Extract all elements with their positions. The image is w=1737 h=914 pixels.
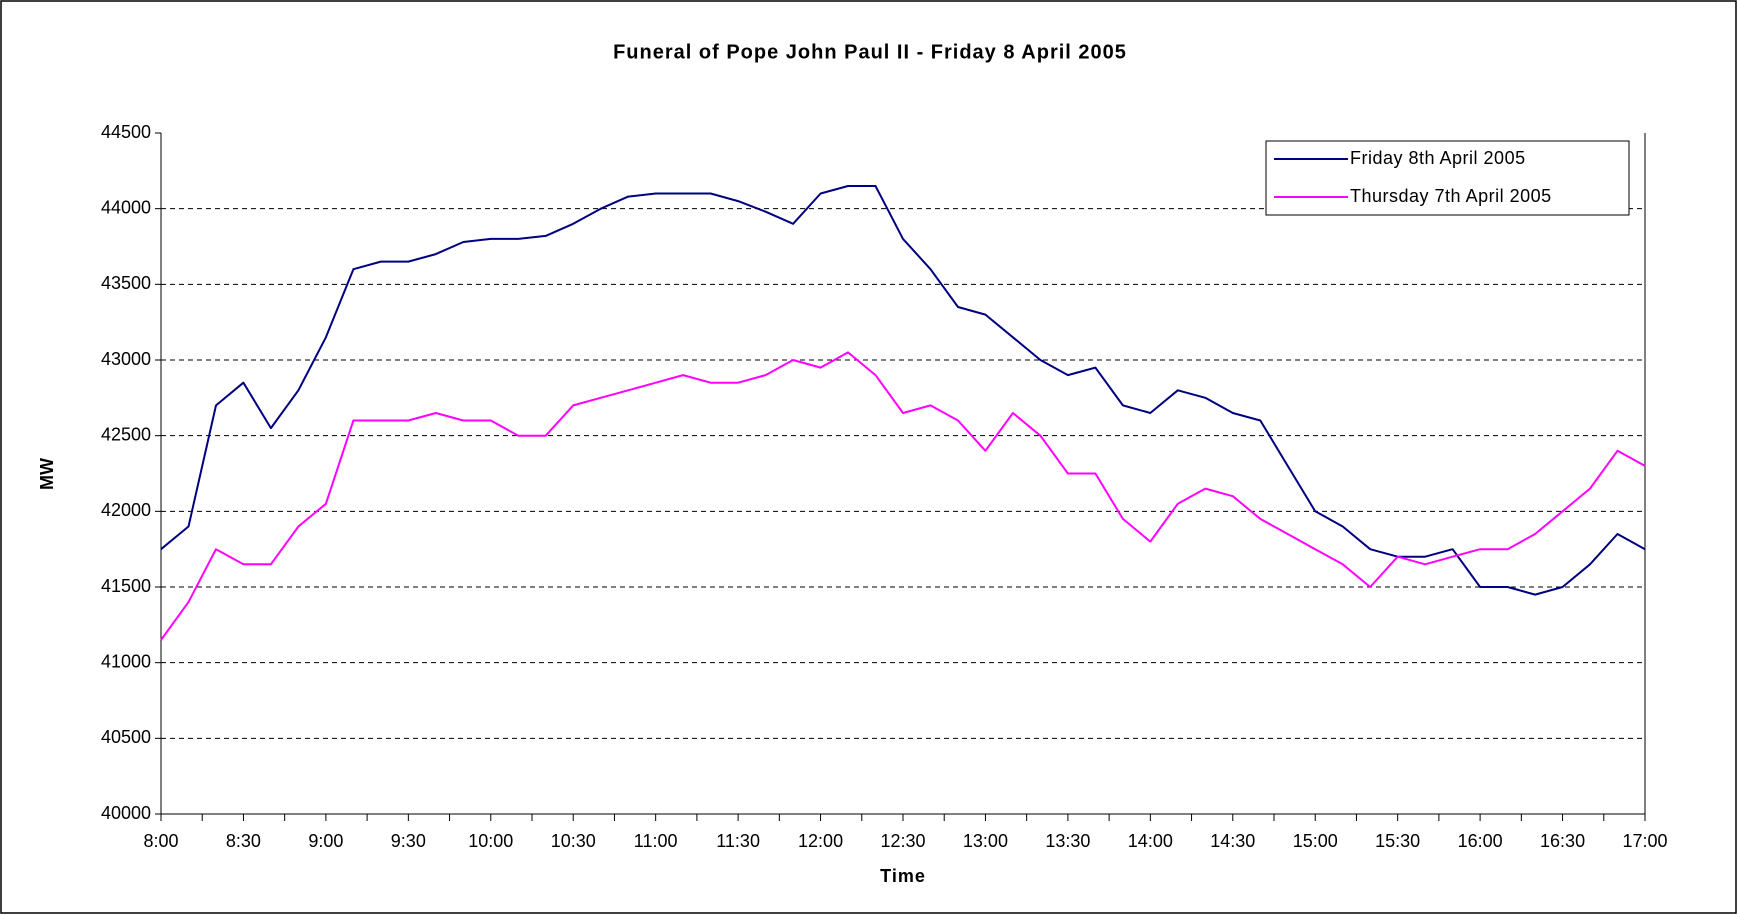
x-tick-label: 11:00: [634, 831, 678, 851]
y-tick-label: 41000: [101, 651, 151, 671]
y-tick-label: 40500: [101, 727, 151, 747]
x-tick-label: 10:30: [551, 831, 596, 851]
x-tick-label: 17:00: [1622, 831, 1667, 851]
y-tick-label: 43500: [101, 273, 151, 293]
x-tick-label: 15:00: [1293, 831, 1338, 851]
chart-title: Funeral of Pope John Paul II - Friday 8 …: [613, 41, 1127, 63]
x-tick-label: 15:30: [1375, 831, 1420, 851]
y-tick-label: 44000: [101, 197, 151, 217]
x-tick-label: 8:30: [226, 831, 261, 851]
x-tick-label: 14:30: [1210, 831, 1255, 851]
legend-box: [1265, 140, 1630, 216]
y-tick-label: 40000: [101, 803, 151, 823]
series-line: [160, 351, 1646, 641]
y-tick-label: 43000: [101, 349, 151, 369]
x-tick-label: 13:30: [1045, 831, 1090, 851]
y-tick-label: 41500: [101, 576, 151, 596]
x-tick-label: 9:30: [391, 831, 426, 851]
x-tick-label: 12:00: [798, 831, 843, 851]
legend-label: Friday 8th April 2005: [1350, 148, 1526, 168]
y-tick-label: 42500: [101, 424, 151, 444]
x-tick-label: 9:00: [308, 831, 343, 851]
x-tick-label: 8:00: [143, 831, 178, 851]
y-tick-label: 42000: [101, 500, 151, 520]
x-tick-label: 14:00: [1128, 831, 1173, 851]
x-tick-label: 10:00: [468, 831, 513, 851]
x-tick-label: 11:30: [716, 831, 760, 851]
y-tick-label: 44500: [101, 122, 151, 142]
x-tick-label: 16:30: [1540, 831, 1585, 851]
x-tick-label: 16:00: [1458, 831, 1503, 851]
legend-label: Thursday 7th April 2005: [1350, 186, 1552, 206]
y-axis-label: MW: [37, 458, 57, 490]
x-axis-label: Time: [880, 866, 926, 886]
x-tick-label: 12:30: [880, 831, 925, 851]
x-tick-label: 13:00: [963, 831, 1008, 851]
